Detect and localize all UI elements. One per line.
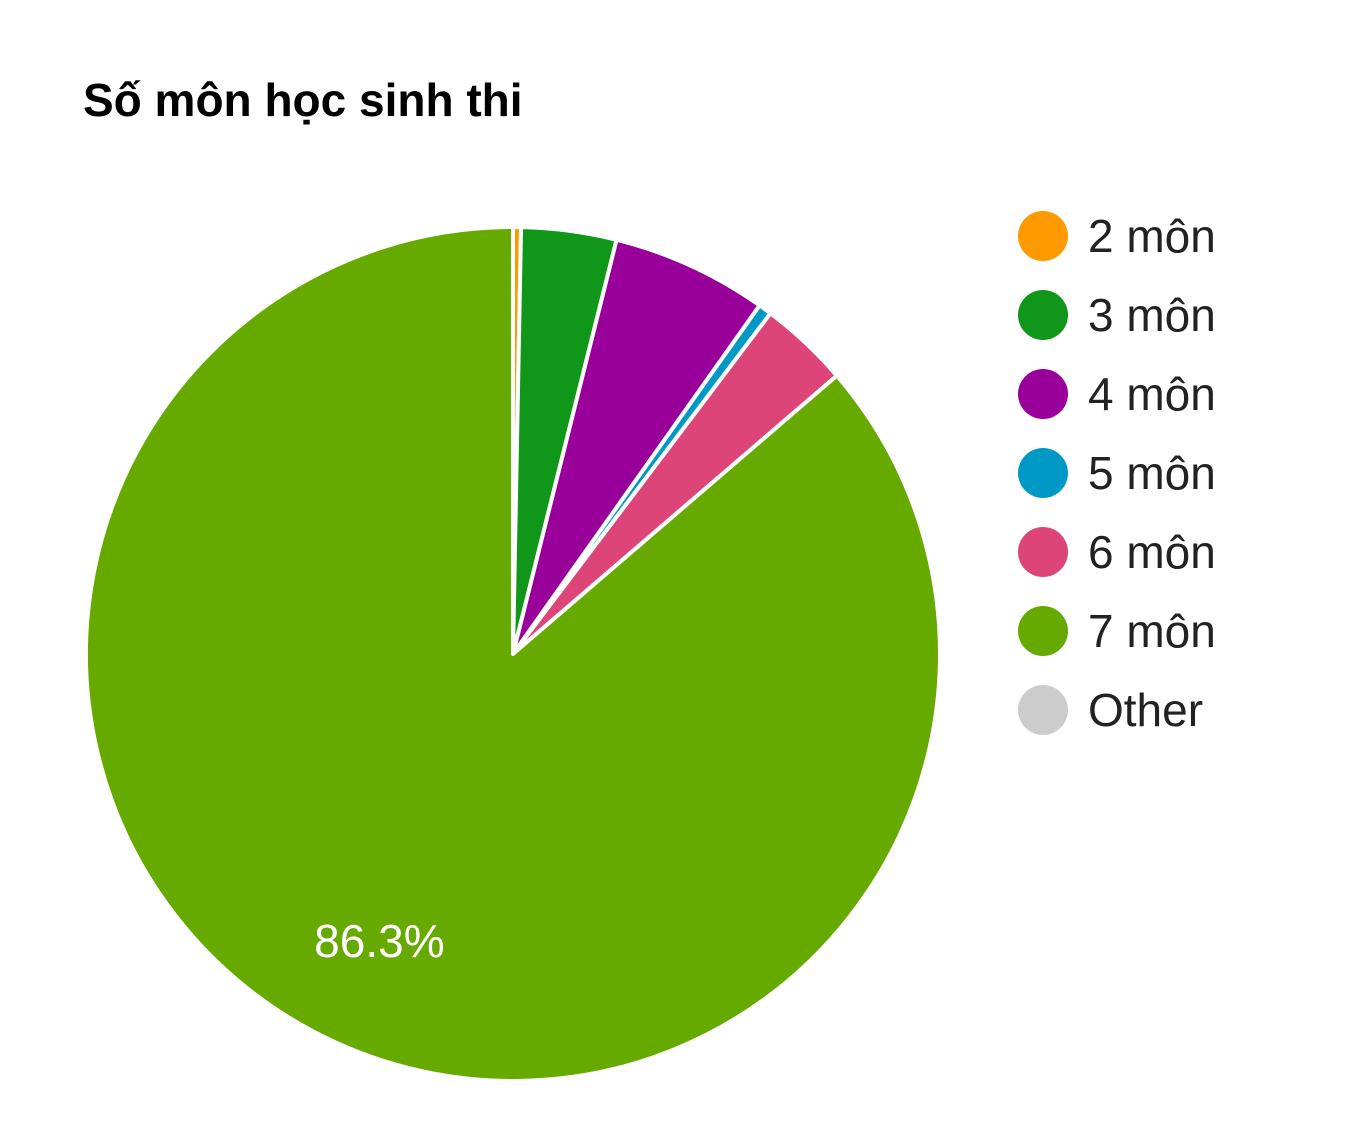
legend-item-6-mon[interactable]: 6 môn [1018, 512, 1216, 591]
legend-swatch-2-mon [1018, 210, 1068, 261]
legend-item-4-mon[interactable]: 4 môn [1018, 354, 1216, 433]
legend-swatch-3-mon [1018, 289, 1068, 340]
legend-swatch-other [1018, 684, 1068, 735]
chart-title: Số môn học sinh thi [83, 74, 523, 126]
legend-item-3-mon[interactable]: 3 môn [1018, 275, 1216, 354]
legend-label-2-mon: 2 môn [1088, 209, 1216, 262]
pie-slices [84, 225, 942, 1083]
legend-label-5-mon: 5 môn [1088, 446, 1216, 499]
legend-swatch-5-mon [1018, 447, 1068, 498]
legend-label-4-mon: 4 môn [1088, 367, 1216, 420]
legend-item-5-mon[interactable]: 5 môn [1018, 433, 1216, 512]
legend-item-other[interactable]: Other [1018, 670, 1216, 749]
legend-swatch-4-mon [1018, 368, 1068, 419]
legend-item-7-mon[interactable]: 7 môn [1018, 591, 1216, 670]
legend-item-2-mon[interactable]: 2 môn [1018, 196, 1216, 275]
legend-label-7-mon: 7 môn [1088, 604, 1216, 657]
legend-swatch-6-mon [1018, 526, 1068, 577]
slice-label-7-mon: 86.3% [314, 915, 444, 967]
legend-label-3-mon: 3 môn [1088, 288, 1216, 341]
legend-swatch-7-mon [1018, 605, 1068, 656]
legend-label-6-mon: 6 môn [1088, 525, 1216, 578]
legend: 2 môn 3 môn 4 môn 5 môn 6 môn 7 môn Other [1018, 196, 1216, 749]
pie-slice-7-mon[interactable] [84, 225, 942, 1083]
legend-label-other: Other [1088, 683, 1204, 736]
pie-slice-labels: 86.3% [314, 915, 444, 967]
pie-slice-4-mon[interactable] [511, 237, 762, 656]
